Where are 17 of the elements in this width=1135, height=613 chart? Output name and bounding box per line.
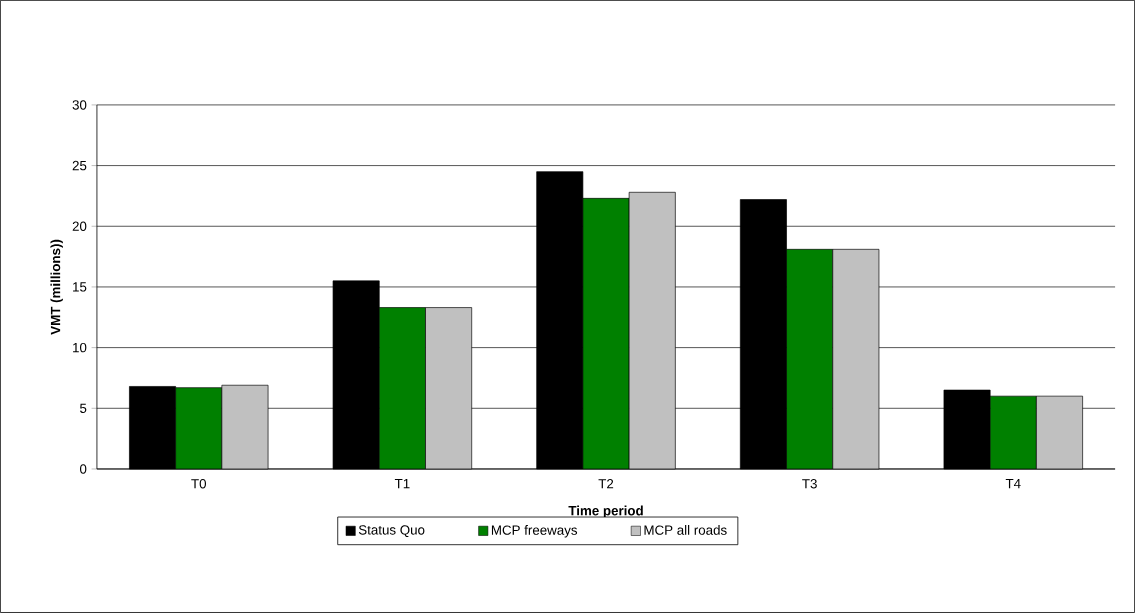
legend-label: Status Quo: [358, 525, 425, 538]
legend-label: MCP all roads: [644, 525, 727, 535]
x-tick-label: T2: [598, 479, 614, 489]
y-tick-label: 0: [79, 464, 87, 474]
y-tick-label: 10: [73, 342, 87, 353]
y-tick-label: 20: [72, 221, 87, 232]
x-tick-label: T4: [1005, 479, 1021, 489]
y-tick-label: 30: [72, 100, 87, 110]
y-tick-label: 5: [80, 403, 87, 413]
legend-label: MCP freeways: [491, 525, 578, 538]
x-tick-label: T0: [191, 479, 207, 489]
x-tick-label: T3: [802, 479, 817, 489]
y-axis-title: VMT (millions)): [50, 239, 63, 335]
y-tick-label: 25: [72, 160, 87, 171]
y-tick-label: 15: [73, 282, 87, 292]
x-tick-label: T1: [394, 479, 410, 489]
x-axis-title: Time period: [568, 505, 643, 519]
